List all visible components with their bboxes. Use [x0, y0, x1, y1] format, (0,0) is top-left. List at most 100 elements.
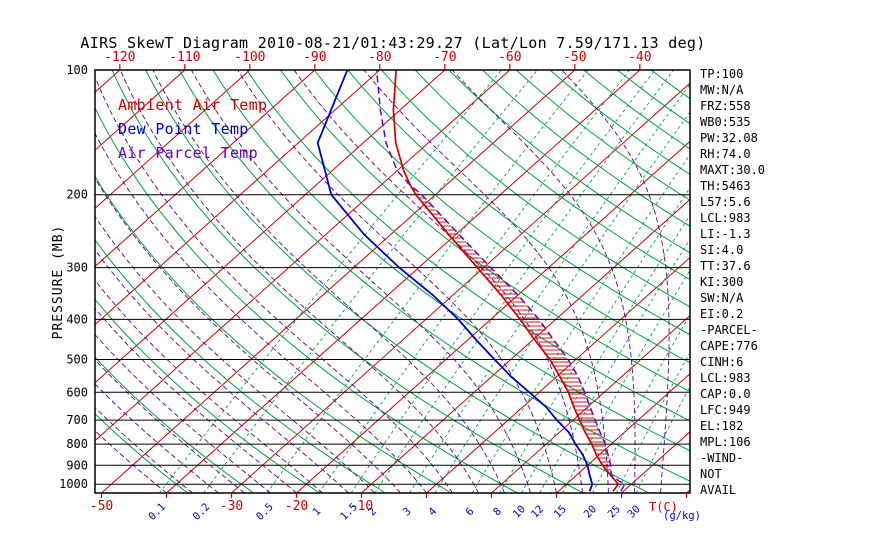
- stats-line: EI:0.2: [700, 307, 743, 321]
- mixing-ratio-line: [374, 70, 674, 493]
- moist-adiabat-line: [237, 70, 557, 493]
- stats-line: FRZ:558: [700, 99, 751, 113]
- chart-title: AIRS SkewT Diagram 2010-08-21/01:43:29.2…: [80, 34, 705, 52]
- stats-line: MPL:106: [700, 435, 751, 449]
- dry-adiabat-line: [95, 175, 452, 493]
- mixing-ratio-line: [615, 351, 690, 493]
- moist-adiabat-line: [95, 249, 349, 493]
- top-temp-label: -40: [628, 50, 651, 65]
- bottom-temp-label: -30: [220, 499, 243, 514]
- pressure-tick-label: 600: [66, 385, 88, 399]
- mixing-ratio-line: [203, 70, 538, 493]
- stats-line: NOT: [700, 467, 722, 481]
- stats-line: EL:182: [700, 419, 743, 433]
- pressure-tick-label: 900: [66, 458, 88, 472]
- dry-adiabat-line: [515, 70, 690, 201]
- dry-adiabat-line: [414, 70, 690, 281]
- isotherm-line: [491, 314, 690, 493]
- top-temp-label: -60: [498, 50, 521, 65]
- dry-adiabat-line: [347, 70, 690, 336]
- moist-adiabat-line: [95, 177, 401, 493]
- stats-line: SW:N/A: [700, 291, 744, 305]
- sounding-traces: [316, 70, 626, 492]
- stats-line: L57:5.6: [700, 195, 751, 209]
- mixing-ratio-label: 3: [401, 505, 414, 518]
- pressure-tick-label: 1000: [59, 477, 88, 491]
- mixing-ratio-label: 4: [426, 505, 439, 518]
- mixing-ratio-line: [592, 313, 690, 493]
- mixing-ratio-line: [409, 83, 690, 493]
- isotherm-line: [95, 70, 446, 384]
- dry-adiabat-line: [313, 70, 690, 364]
- stats-line: LFC:949: [700, 403, 751, 417]
- mixing-ratio-label: 6: [464, 505, 477, 518]
- mixing-ratio-line: [499, 186, 690, 493]
- mixing-ratio-line: [434, 111, 690, 493]
- mixing-ratio-label: 12: [529, 503, 546, 520]
- pressure-tick-label: 100: [66, 63, 88, 77]
- moist-adiabat-line: [119, 70, 479, 493]
- stats-line: TT:37.6: [700, 259, 751, 273]
- stats-panel: TP:100 MW:N/A FRZ:558 WB0:535 PW:32.08 RH:74.…: [700, 67, 765, 497]
- stats-line: MAXT:30.0: [700, 163, 765, 177]
- moist-adiabat-line: [95, 279, 323, 493]
- moist-adiabat-line: [191, 70, 531, 493]
- stats-line: -WIND-: [700, 451, 743, 465]
- mixing-ratio-label: 10: [511, 503, 528, 520]
- pressure-tick-label: 300: [66, 261, 88, 275]
- stats-line: CAPE:776: [700, 339, 758, 353]
- pressure-tick-label: 700: [66, 413, 88, 427]
- isotherm-line: [361, 198, 690, 493]
- stats-line: -PARCEL-: [700, 323, 758, 337]
- mixing-ratio-label: 1: [310, 505, 323, 518]
- bottom-temp-label: -50: [90, 499, 113, 514]
- stats-line: TP:100: [700, 67, 743, 81]
- stats-line: AVAIL: [700, 483, 736, 497]
- top-temp-label: -100: [234, 50, 265, 65]
- dry-adiabat-line: [583, 70, 690, 150]
- mixing-ratio-line: [266, 70, 589, 493]
- stats-line: CAP:0.0: [700, 387, 751, 401]
- mixing-ratio-label: 0.5: [254, 501, 276, 523]
- mixing-ratio-label: 15: [552, 503, 569, 520]
- dry-adiabat-line: [381, 70, 690, 308]
- mixing-ratio-label: 30: [625, 503, 642, 520]
- legend-air-parcel: Air Parcel Temp: [118, 144, 258, 162]
- stats-line: TH:5463: [700, 179, 751, 193]
- dry-adiabat-line: [145, 70, 650, 493]
- mixing-ratio-line: [539, 238, 690, 493]
- pressure-tick-label: 500: [66, 353, 88, 367]
- dry-adiabat-line: [111, 70, 584, 493]
- mixing-ratio-label: 25: [606, 503, 623, 520]
- isotherm-line: [95, 70, 316, 268]
- dry-adiabat-line: [246, 70, 690, 422]
- mixing-ratio-line: [521, 214, 690, 493]
- dew-point-trace: [316, 70, 594, 492]
- top-temp-label: -110: [169, 50, 200, 65]
- mixing-ratio-label: 0.2: [191, 501, 213, 523]
- mixing-ratio-line: [350, 70, 656, 493]
- dry-adiabat-line: [95, 413, 189, 493]
- dry-adiabat-line: [549, 70, 690, 175]
- top-temp-label: -90: [303, 50, 326, 65]
- pressure-tick-label: 200: [66, 188, 88, 202]
- legend-ambient-temp: Ambient Air Temp: [118, 96, 267, 114]
- dry-adiabat-line: [95, 298, 320, 493]
- plot-border: [94, 69, 691, 494]
- bottom-temp-label: -10: [350, 499, 373, 514]
- isotherm-line: [166, 70, 641, 493]
- moist-adiabat-line: [95, 75, 453, 493]
- stats-line: WB0:535: [700, 115, 751, 129]
- stats-line: PW:32.08: [700, 131, 758, 145]
- pressure-tick-label: 800: [66, 437, 88, 451]
- stats-line: LCL:983: [700, 371, 751, 385]
- isotherm-line: [95, 70, 251, 210]
- top-temp-label: -70: [433, 50, 456, 65]
- top-temp-label: -120: [104, 50, 135, 65]
- dry-adiabat-line: [178, 70, 690, 482]
- pressure-tick-label: 400: [66, 312, 88, 326]
- moist-adiabat-line: [451, 70, 636, 493]
- mixing-ratio-label: 8: [491, 505, 504, 518]
- stats-line: LI:-1.3: [700, 227, 751, 241]
